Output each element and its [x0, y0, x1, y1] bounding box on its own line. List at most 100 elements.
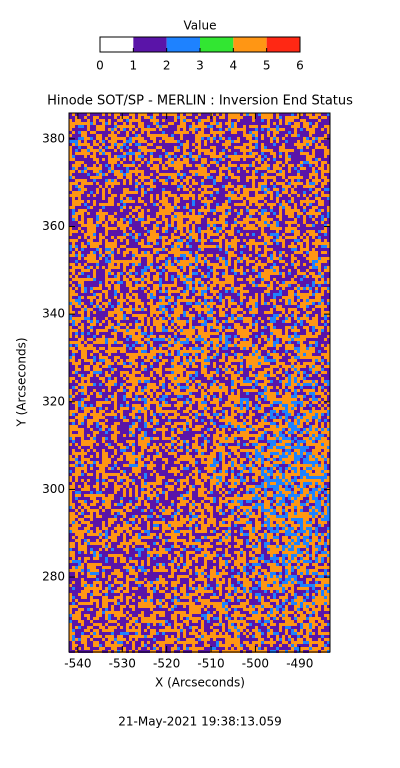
raster-cell — [180, 125, 183, 128]
raster-cell — [231, 242, 234, 245]
raster-cell — [93, 149, 96, 152]
raster-cell — [171, 143, 174, 146]
raster-cell — [321, 254, 324, 257]
raster-cell — [72, 125, 75, 128]
raster-cell — [75, 194, 78, 197]
raster-cell — [117, 203, 120, 206]
raster-cell — [234, 260, 237, 263]
raster-cell — [201, 125, 204, 128]
raster-cell — [297, 140, 300, 143]
raster-cell — [96, 137, 99, 140]
raster-cell — [222, 161, 225, 164]
raster-cell — [117, 254, 120, 257]
raster-cell — [216, 200, 219, 203]
raster-cell — [141, 251, 144, 254]
raster-cell — [180, 239, 183, 242]
raster-cell — [162, 212, 165, 215]
raster-cell — [210, 239, 213, 242]
raster-cell — [225, 173, 228, 176]
raster-cell — [165, 227, 168, 230]
raster-cell — [162, 263, 165, 266]
raster-cell — [72, 119, 75, 122]
raster-cell — [108, 209, 111, 212]
raster-cell — [156, 194, 159, 197]
raster-cell — [315, 134, 318, 137]
raster-cell — [87, 176, 90, 179]
raster-cell — [222, 146, 225, 149]
raster-cell — [108, 251, 111, 254]
raster-cell — [84, 158, 87, 161]
raster-cell — [204, 131, 207, 134]
raster-cell — [84, 263, 87, 266]
raster-cell — [216, 188, 219, 191]
raster-cell — [231, 239, 234, 242]
raster-cell — [141, 167, 144, 170]
raster-cell — [84, 239, 87, 242]
raster-cell — [174, 209, 177, 212]
raster-cell — [234, 176, 237, 179]
raster-cell — [132, 194, 135, 197]
raster-cell — [159, 170, 162, 173]
raster-cell — [234, 275, 237, 278]
raster-cell — [309, 155, 312, 158]
raster-cell — [189, 143, 192, 146]
raster-cell — [207, 233, 210, 236]
raster-cell — [111, 143, 114, 146]
raster-cell — [213, 230, 216, 233]
raster-cell — [153, 176, 156, 179]
raster-cell — [180, 119, 183, 122]
raster-cell — [309, 125, 312, 128]
raster-cell — [96, 209, 99, 212]
raster-cell — [108, 224, 111, 227]
raster-cell — [75, 266, 78, 269]
raster-cell — [282, 242, 285, 245]
raster-cell — [126, 167, 129, 170]
raster-cell — [273, 245, 276, 248]
raster-cell — [303, 251, 306, 254]
raster-cell — [147, 254, 150, 257]
raster-cell — [90, 224, 93, 227]
raster-cell — [312, 266, 315, 269]
raster-cell — [126, 257, 129, 260]
raster-cell — [159, 182, 162, 185]
raster-cell — [240, 140, 243, 143]
raster-cell — [222, 260, 225, 263]
raster-cell — [195, 221, 198, 224]
raster-cell — [159, 197, 162, 200]
raster-cell — [144, 215, 147, 218]
raster-cell — [303, 134, 306, 137]
raster-cell — [216, 191, 219, 194]
raster-cell — [279, 170, 282, 173]
raster-cell — [261, 200, 264, 203]
raster-cell — [189, 209, 192, 212]
raster-cell — [219, 239, 222, 242]
raster-cell — [297, 233, 300, 236]
raster-cell — [195, 242, 198, 245]
raster-cell — [228, 191, 231, 194]
raster-cell — [93, 197, 96, 200]
raster-cell — [180, 197, 183, 200]
raster-cell — [123, 155, 126, 158]
raster-cell — [267, 176, 270, 179]
raster-cell — [186, 185, 189, 188]
raster-cell — [225, 119, 228, 122]
raster-cell — [288, 197, 291, 200]
raster-cell — [183, 230, 186, 233]
raster-cell — [132, 203, 135, 206]
raster-cell — [249, 233, 252, 236]
raster-cell — [174, 215, 177, 218]
raster-cell — [123, 218, 126, 221]
raster-cell — [303, 128, 306, 131]
raster-cell — [150, 203, 153, 206]
raster-cell — [216, 215, 219, 218]
raster-cell — [147, 278, 150, 281]
raster-cell — [246, 257, 249, 260]
raster-cell — [288, 146, 291, 149]
raster-cell — [201, 206, 204, 209]
raster-cell — [186, 206, 189, 209]
raster-cell — [276, 272, 279, 275]
raster-cell — [282, 119, 285, 122]
raster-cell — [255, 266, 258, 269]
raster-cell — [123, 128, 126, 131]
raster-cell — [285, 164, 288, 167]
